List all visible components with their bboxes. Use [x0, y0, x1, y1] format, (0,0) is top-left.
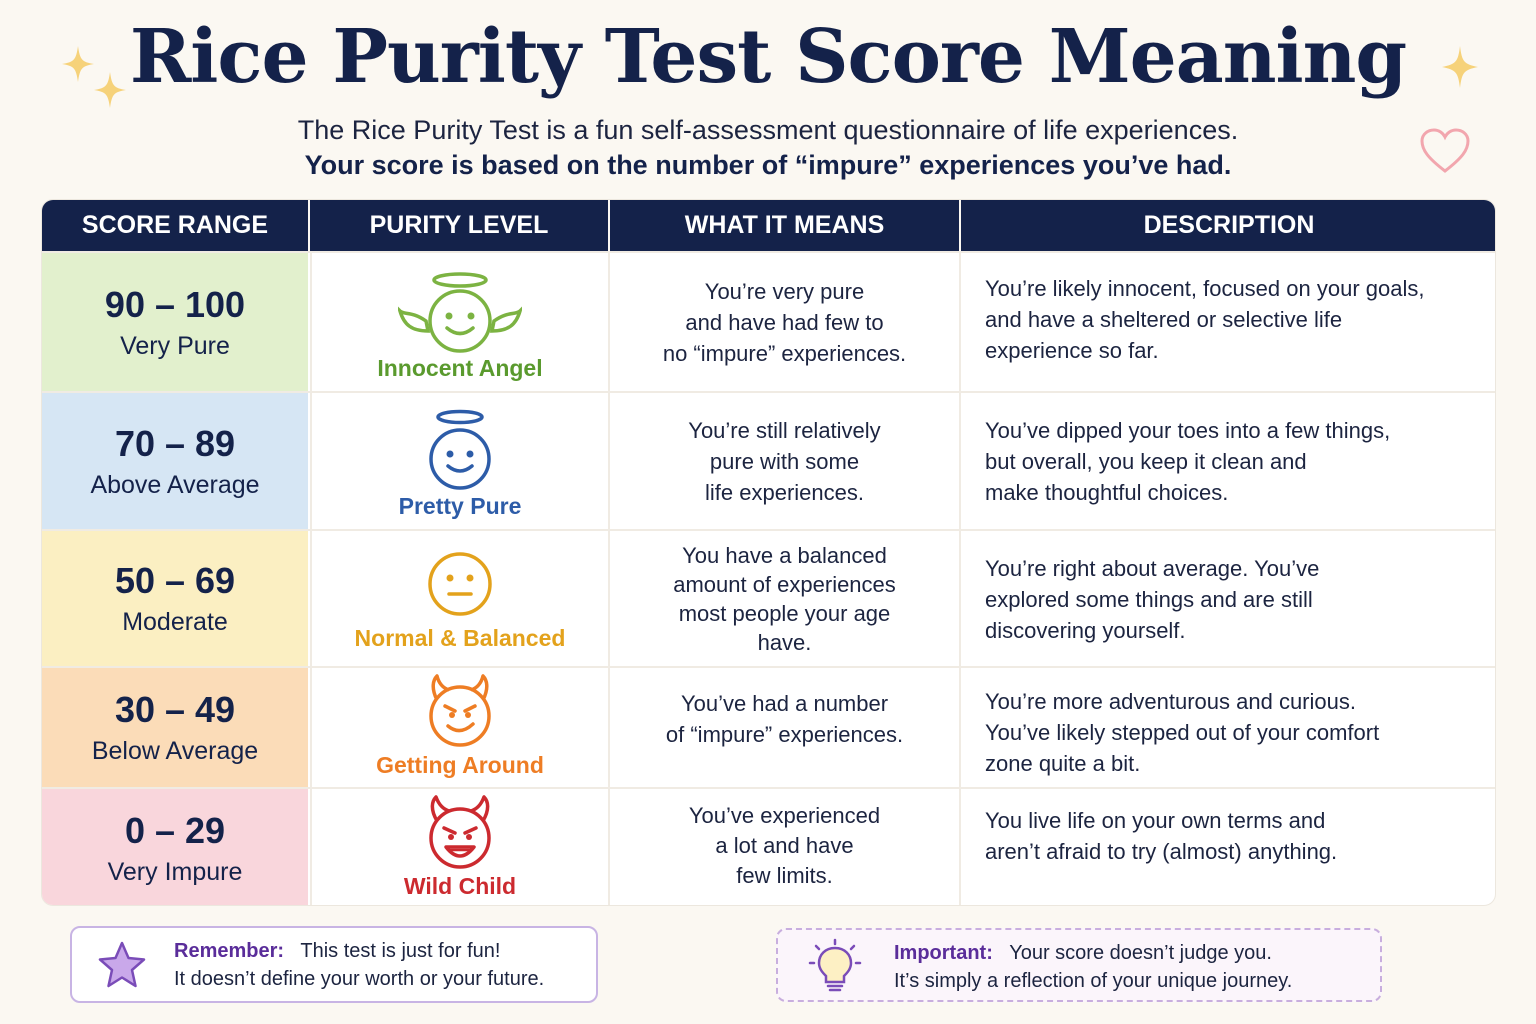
score-range: 0 – 29	[124, 809, 226, 851]
means-line: You’re still relatively	[688, 417, 881, 443]
score-range-cell: 70 – 89 Above Average	[42, 393, 308, 529]
column-header-what-it-means: WHAT IT MEANS	[610, 200, 961, 251]
score-range-cell: 0 – 29 Very Impure	[42, 789, 308, 905]
means-line: a lot and have	[715, 833, 854, 858]
heart-icon	[1420, 128, 1470, 173]
score-range-label: Below Average	[91, 737, 259, 765]
what-it-means-cell: You’ve experienced a lot and have few li…	[608, 789, 959, 905]
page-title: Rice Purity Test Score Meaning	[129, 14, 1407, 100]
important-key: Important:	[894, 942, 993, 964]
description-cell: You live life on your own terms and aren…	[959, 789, 1495, 905]
description-line: experience so far.	[985, 338, 1159, 363]
table-row: 50 – 69 Moderate Normal & Balanced You h…	[42, 529, 1495, 666]
important-line-2: It’s simply a reflection of your unique …	[894, 970, 1293, 992]
description-cell: You’re likely innocent, focused on your …	[959, 253, 1495, 391]
description-cell: You’re more adventurous and curious. You…	[959, 668, 1495, 787]
score-range-label: Very Pure	[120, 331, 230, 360]
description-line: You’ve likely stepped out of your comfor…	[985, 720, 1380, 745]
purity-level-label: Normal & Balanced	[354, 625, 566, 651]
means-line: no “impure” experiences.	[662, 340, 907, 366]
score-range-label: Above Average	[90, 470, 260, 499]
means-line: of “impure” experiences.	[665, 722, 904, 747]
purity-level-cell: Getting Around	[310, 668, 608, 787]
description-line: but overall, you keep it clean and	[985, 449, 1307, 474]
purity-level-cell: Innocent Angel	[310, 253, 608, 391]
score-range-label: Moderate	[122, 608, 228, 636]
remember-line-2: It doesn’t define your worth or your fut…	[174, 968, 545, 990]
sparkle-icon	[1442, 46, 1478, 88]
score-range: 70 – 89	[114, 422, 236, 464]
column-header-description: DESCRIPTION	[1143, 211, 1315, 239]
halo-face-icon	[429, 409, 491, 490]
neutral-face-icon	[428, 552, 492, 616]
score-range-cell: 30 – 49 Below Average	[42, 668, 308, 787]
table-row: 30 – 49 Below Average Getting Around You…	[42, 666, 1495, 787]
score-range: 30 – 49	[114, 689, 236, 730]
description-line: You live life on your own terms and	[985, 808, 1326, 833]
what-it-means-cell: You’re very pure and have had few to no …	[608, 253, 959, 391]
description-line: explored some things and are still	[985, 587, 1313, 612]
score-range: 90 – 100	[104, 283, 246, 325]
description-line: You’re likely innocent, focused on your …	[985, 276, 1425, 301]
means-line: You have a balanced	[682, 542, 887, 568]
means-line: You’ve experienced	[688, 803, 881, 828]
purity-level-label: Innocent Angel	[377, 355, 543, 381]
star-icon	[98, 941, 146, 988]
means-line: few limits.	[736, 863, 833, 888]
mischief-devil-icon	[429, 674, 491, 747]
what-it-means-cell: You’ve had a number of “impure” experien…	[608, 668, 959, 787]
means-line: and have had few to	[685, 309, 884, 335]
means-line: most people your age	[678, 600, 891, 626]
angel-face-icon	[398, 272, 522, 353]
description-line: discovering yourself.	[985, 618, 1186, 643]
description-cell: You’ve dipped your toes into a few thing…	[959, 393, 1495, 529]
score-range-cell: 90 – 100 Very Pure	[42, 253, 308, 391]
description-cell: You’re right about average. You’ve explo…	[959, 531, 1495, 666]
devil-face-icon	[429, 795, 491, 869]
subtitle-line-1: The Rice Purity Test is a fun self-asses…	[297, 115, 1239, 145]
what-it-means-cell: You’re still relatively pure with some l…	[608, 393, 959, 529]
description-line: aren’t afraid to try (almost) anything.	[985, 839, 1338, 864]
purity-level-cell: Normal & Balanced	[310, 531, 608, 666]
column-header-score-range: SCORE RANGE	[42, 200, 310, 251]
means-line: life experiences.	[705, 479, 864, 505]
sparkle-icon	[62, 46, 126, 108]
remember-key: Remember:	[174, 940, 285, 962]
means-line: have.	[757, 629, 812, 655]
description-line: make thoughtful choices.	[985, 480, 1229, 505]
means-line: You’ve had a number	[680, 691, 889, 716]
important-line-1: Your score doesn’t judge you.	[1009, 942, 1272, 964]
remember-line-1: This test is just for fun!	[300, 940, 501, 962]
purity-level-cell: Pretty Pure	[310, 393, 608, 529]
table-header: SCORE RANGE PURITY LEVEL WHAT IT MEANS D…	[42, 200, 1495, 251]
description-line: and have a sheltered or selective life	[985, 307, 1343, 332]
lightbulb-icon	[808, 938, 862, 992]
purity-level-label: Wild Child	[403, 873, 517, 899]
description-line: You’re right about average. You’ve	[985, 556, 1320, 581]
column-header-purity-level: PURITY LEVEL	[310, 200, 610, 251]
means-line: You’re very pure	[704, 278, 865, 304]
table-row: 0 – 29 Very Impure Wild Child You’ve exp…	[42, 787, 1495, 905]
score-range: 50 – 69	[114, 560, 236, 601]
description-line: You’re more adventurous and curious.	[985, 689, 1356, 714]
description-line: zone quite a bit.	[985, 751, 1141, 776]
means-line: pure with some	[709, 448, 860, 474]
score-range-label: Very Impure	[107, 857, 243, 886]
what-it-means-cell: You have a balanced amount of experience…	[608, 531, 959, 666]
important-note: Important: Your score doesn’t judge you.…	[776, 928, 1382, 1002]
means-line: amount of experiences	[673, 571, 896, 597]
remember-note: Remember: This test is just for fun! It …	[70, 926, 598, 1003]
description-line: You’ve dipped your toes into a few thing…	[985, 418, 1391, 443]
purity-level-cell: Wild Child	[310, 789, 608, 905]
table-row: 90 – 100 Very Pure Innocent Angel You’re…	[42, 251, 1495, 391]
score-table: SCORE RANGE PURITY LEVEL WHAT IT MEANS D…	[41, 199, 1496, 906]
score-range-cell: 50 – 69 Moderate	[42, 531, 308, 666]
table-row: 70 – 89 Above Average Pretty Pure You’re…	[42, 391, 1495, 529]
subtitle-line-2: Your score is based on the number of “im…	[304, 150, 1232, 180]
purity-level-label: Getting Around	[376, 752, 544, 778]
purity-level-label: Pretty Pure	[398, 493, 522, 519]
